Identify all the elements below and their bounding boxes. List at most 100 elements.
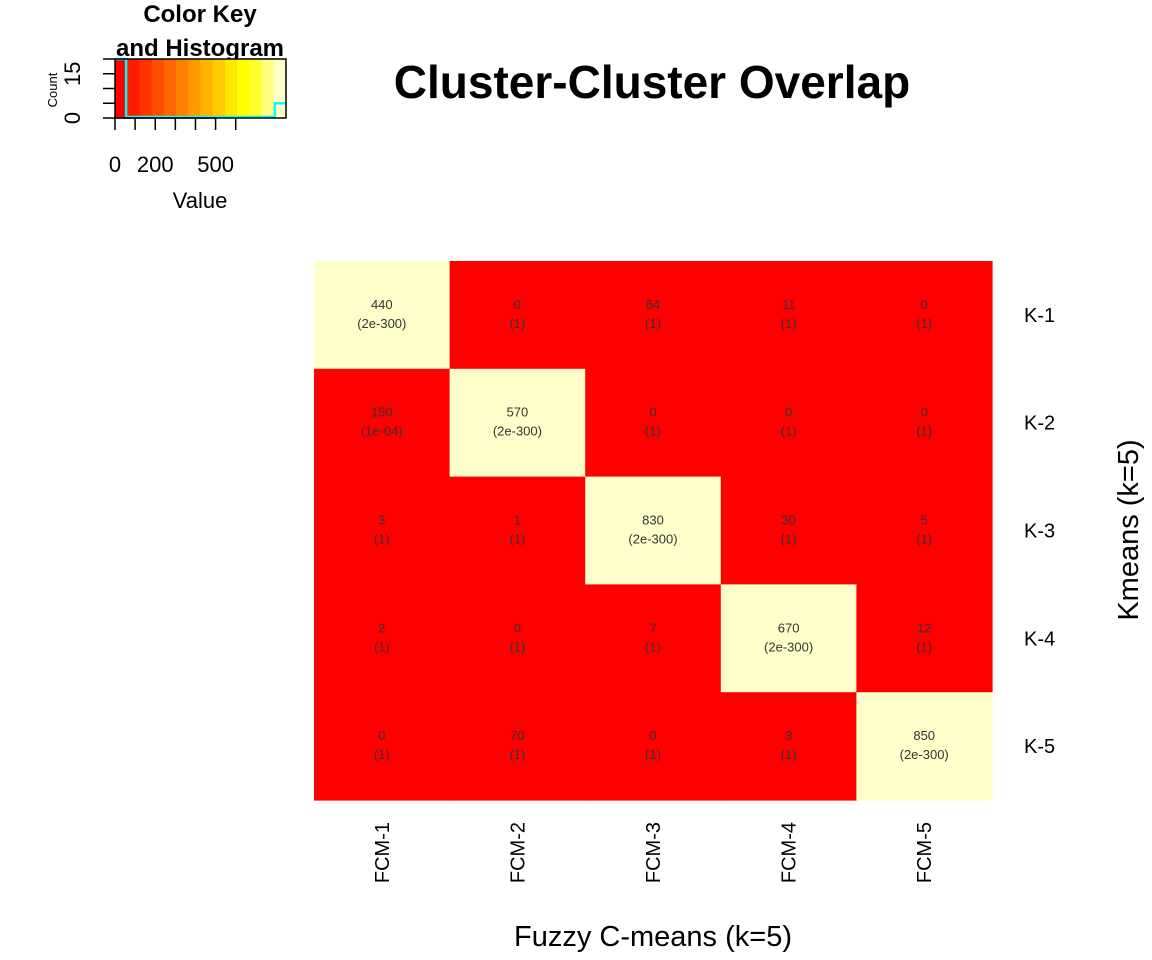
cell-value-label: 0 [378, 728, 385, 743]
cell-pvalue-label: (2e-300) [628, 532, 677, 547]
heatmap-cell-K-5-FCM-2 [449, 692, 586, 801]
color-key-band [115, 59, 128, 118]
cell-pvalue-label: (1e-04) [361, 424, 403, 439]
heatmap-cell-K-2-FCM-3 [585, 368, 722, 478]
cell-value-label: 0 [649, 405, 656, 420]
heatmap-cell-K-3-FCM-5 [856, 476, 993, 585]
heatmap-cell-K-1-FCM-5 [856, 261, 993, 370]
color-key-band [139, 59, 153, 118]
color-key-band [249, 59, 263, 118]
cell-pvalue-label: (1) [509, 639, 525, 654]
heatmap-cell-K-2-FCM-4 [720, 368, 857, 478]
row-labels: K-1 K-2 K-3 K-4 K-5 [1024, 305, 1055, 758]
cell-pvalue-label: (2e-300) [357, 316, 406, 331]
color-key-band [200, 59, 214, 118]
color-key: Color Key and Histogram 0 200 500 0 15 Count… [45, 1, 287, 213]
heatmap-cell-K-5-FCM-4 [720, 692, 857, 801]
cell-value-label: 3 [785, 728, 792, 743]
cell-value-label: 1 [514, 513, 521, 528]
cell-pvalue-label: (2e-300) [493, 424, 542, 439]
heatmap-cell-K-3-FCM-4 [720, 476, 857, 585]
cell-value-label: 11 [782, 297, 796, 312]
color-key-x-tick-label: 200 [137, 152, 174, 177]
cell-pvalue-label: (1) [781, 316, 797, 331]
cell-value-label: 0 [514, 297, 521, 312]
color-key-band [163, 59, 177, 118]
cell-value-label: 12 [917, 620, 931, 635]
heatmap-cell-K-1-FCM-4 [720, 261, 857, 370]
cell-value-label: 5 [921, 513, 928, 528]
heatmap-cell-K-4-FCM-4 [720, 584, 857, 693]
cell-pvalue-label: (1) [781, 532, 797, 547]
cell-pvalue-label: (1) [509, 532, 525, 547]
color-key-y-tick-label: 15 [60, 62, 85, 86]
cell-pvalue-label: (1) [374, 639, 390, 654]
cell-pvalue-label: (2e-300) [764, 639, 813, 654]
column-label-FCM-2: FCM-2 [507, 822, 529, 883]
heatmap-cell-K-5-FCM-5 [856, 692, 993, 801]
cell-pvalue-label: (1) [781, 424, 797, 439]
heatmap-cell-K-2-FCM-5 [856, 368, 993, 478]
cell-pvalue-label: (2e-300) [900, 747, 949, 762]
row-label-K-2: K-2 [1024, 413, 1055, 435]
cell-pvalue-label: (1) [374, 532, 390, 547]
row-label-K-3: K-3 [1024, 521, 1055, 543]
cell-value-label: 30 [781, 513, 795, 528]
cell-value-label: 150 [371, 405, 393, 420]
color-key-band [127, 59, 140, 118]
column-labels: FCM-1 FCM-2 FCM-3 FCM-4 FCM-5 [372, 822, 936, 883]
column-label-FCM-1: FCM-1 [372, 822, 394, 883]
cell-value-label: 7 [649, 620, 656, 635]
cell-value-label: 0 [921, 297, 928, 312]
cell-pvalue-label: (1) [645, 747, 661, 762]
row-label-K-4: K-4 [1024, 628, 1055, 650]
color-key-band [188, 59, 201, 118]
color-key-x-tick-label: 0 [109, 152, 121, 177]
cell-pvalue-label: (1) [645, 316, 661, 331]
heatmap-cell-K-3-FCM-3 [585, 476, 722, 585]
cell-value-label: 2 [378, 620, 385, 635]
cell-pvalue-label: (1) [509, 747, 525, 762]
cell-pvalue-label: (1) [916, 532, 932, 547]
heatmap-cell-K-3-FCM-1 [314, 476, 451, 585]
heatmap-cell-K-4-FCM-3 [585, 584, 722, 693]
cell-pvalue-label: (1) [374, 747, 390, 762]
color-key-band [224, 59, 238, 118]
cell-value-label: 0 [921, 405, 928, 420]
cell-pvalue-label: (1) [916, 316, 932, 331]
cell-pvalue-label: (1) [645, 639, 661, 654]
color-key-x-tick-label: 500 [197, 152, 234, 177]
y-axis-label: Kmeans (k=5) [1113, 439, 1145, 620]
column-label-FCM-4: FCM-4 [779, 822, 801, 883]
color-key-axes: 0 200 500 0 15 [60, 58, 237, 177]
cell-value-label: 670 [778, 620, 800, 635]
heatmap-cell-K-2-FCM-2 [449, 368, 586, 478]
heatmap-cell-K-4-FCM-5 [856, 584, 993, 693]
cell-value-label: 70 [510, 728, 524, 743]
heatmap-cells: 440(2e-300)0(1)64(1)11(1)0(1)150(1e-04)5… [314, 261, 993, 801]
color-key-band [176, 59, 189, 118]
cell-value-label: 850 [913, 728, 935, 743]
cell-pvalue-label: (1) [781, 747, 797, 762]
column-label-FCM-3: FCM-3 [643, 822, 665, 883]
x-axis-label: Fuzzy C-means (k=5) [514, 921, 792, 953]
chart-title: Cluster-Cluster Overlap [394, 56, 910, 108]
cell-value-label: 830 [642, 513, 664, 528]
color-key-band [212, 59, 226, 118]
cell-pvalue-label: (1) [916, 639, 932, 654]
color-key-gradient [115, 59, 287, 118]
cell-value-label: 570 [507, 405, 529, 420]
heatmap-cell-K-1-FCM-2 [449, 261, 586, 370]
cell-pvalue-label: (1) [645, 424, 661, 439]
cell-value-label: 0 [649, 728, 656, 743]
cell-value-label: 3 [378, 513, 385, 528]
column-label-FCM-5: FCM-5 [914, 822, 936, 883]
heatmap-cell-K-4-FCM-2 [449, 584, 586, 693]
row-label-K-5: K-5 [1024, 736, 1055, 758]
heatmap-cell-K-2-FCM-1 [314, 368, 451, 478]
heatmap-cell-K-5-FCM-3 [585, 692, 722, 801]
heatmap-cell-K-1-FCM-3 [585, 261, 722, 370]
cell-value-label: 0 [785, 405, 792, 420]
color-key-y-tick-label: 0 [60, 112, 85, 124]
